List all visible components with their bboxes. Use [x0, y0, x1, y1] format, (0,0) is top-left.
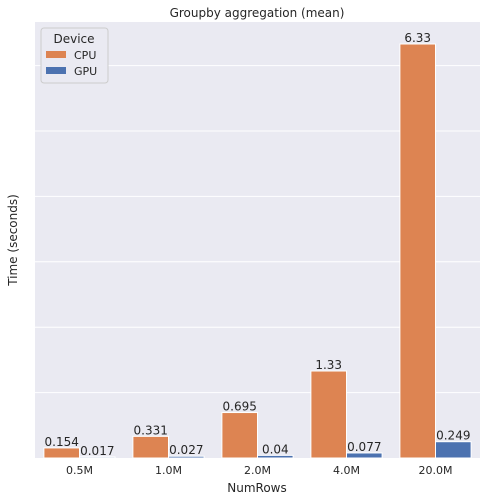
legend: Device CPU GPU — [40, 27, 109, 84]
bar-gpu-1.0M — [168, 455, 205, 459]
legend-label-gpu: GPU — [74, 65, 97, 78]
bar-cpu-1.0M — [132, 435, 169, 459]
x-tick-2.0M: 2.0M — [244, 464, 271, 477]
data-label-cpu-0.5M: 0.154 — [45, 435, 79, 449]
y-axis-label: Time (seconds) — [6, 194, 20, 287]
data-label-cpu-1.0M: 0.331 — [134, 423, 168, 437]
x-tick-1.0M: 1.0M — [155, 464, 182, 477]
bar-gpu-2.0M — [257, 454, 294, 459]
legend-title: Device — [53, 32, 94, 46]
data-label-gpu-20.0M: 0.249 — [436, 429, 470, 443]
bar-cpu-20.0M — [399, 43, 436, 459]
data-label-gpu-0.5M: 0.017 — [80, 444, 114, 458]
bar-gpu-20.0M — [435, 441, 472, 459]
bar-cpu-4.0M — [310, 370, 347, 459]
chart-title: Groupby aggregation (mean) — [170, 6, 345, 20]
x-axis-label: NumRows — [227, 481, 286, 495]
x-tick-0.5M: 0.5M — [66, 464, 93, 477]
x-tick-labels: 0.5M 1.0M 2.0M 4.0M 20.0M — [66, 464, 452, 477]
bar-gpu-0.5M — [79, 456, 116, 459]
data-label-gpu-4.0M: 0.077 — [347, 440, 381, 454]
bar-gpu-4.0M — [346, 452, 383, 459]
x-tick-4.0M: 4.0M — [333, 464, 360, 477]
bar-cpu-0.5M — [43, 447, 80, 459]
data-label-gpu-1.0M: 0.027 — [169, 443, 203, 457]
legend-swatch-gpu — [46, 67, 66, 74]
data-label-cpu-2.0M: 0.695 — [223, 400, 257, 414]
data-label-cpu-20.0M: 6.33 — [404, 31, 431, 45]
x-tick-20.0M: 20.0M — [419, 464, 453, 477]
data-label-gpu-2.0M: 0.04 — [262, 442, 289, 456]
data-label-cpu-4.0M: 1.33 — [315, 358, 342, 372]
legend-label-cpu: CPU — [74, 49, 96, 62]
bar-cpu-2.0M — [221, 412, 258, 459]
legend-swatch-cpu — [46, 51, 66, 58]
